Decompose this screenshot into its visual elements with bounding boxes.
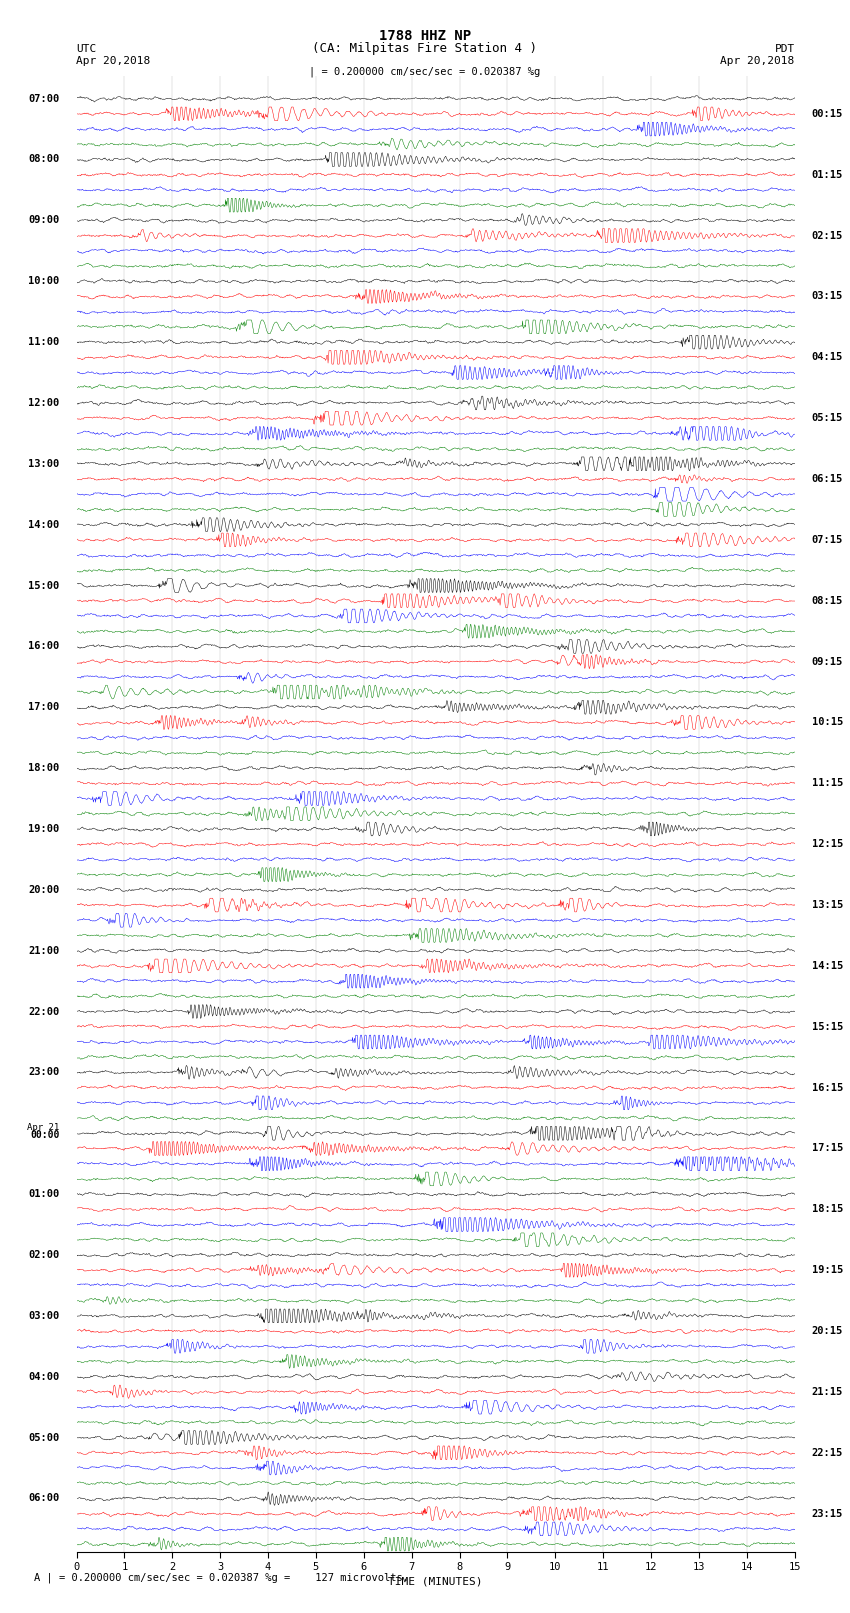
Text: 04:15: 04:15 bbox=[812, 352, 842, 363]
Text: 14:15: 14:15 bbox=[812, 961, 842, 971]
Text: 1788 HHZ NP: 1788 HHZ NP bbox=[379, 29, 471, 44]
Text: 05:00: 05:00 bbox=[29, 1432, 60, 1442]
Text: 16:00: 16:00 bbox=[29, 642, 60, 652]
Text: 22:15: 22:15 bbox=[812, 1448, 842, 1458]
Text: 18:15: 18:15 bbox=[812, 1205, 842, 1215]
Text: 23:00: 23:00 bbox=[29, 1068, 60, 1077]
Text: 04:00: 04:00 bbox=[29, 1371, 60, 1382]
Text: 13:15: 13:15 bbox=[812, 900, 842, 910]
Text: 00:00: 00:00 bbox=[31, 1129, 60, 1140]
Text: 19:00: 19:00 bbox=[29, 824, 60, 834]
Text: 03:15: 03:15 bbox=[812, 292, 842, 302]
Text: (CA: Milpitas Fire Station 4 ): (CA: Milpitas Fire Station 4 ) bbox=[313, 42, 537, 55]
Text: 17:00: 17:00 bbox=[29, 702, 60, 713]
Text: 21:00: 21:00 bbox=[29, 945, 60, 955]
Text: 20:00: 20:00 bbox=[29, 886, 60, 895]
Text: 03:00: 03:00 bbox=[29, 1311, 60, 1321]
Text: 08:00: 08:00 bbox=[29, 155, 60, 165]
Text: 01:00: 01:00 bbox=[29, 1189, 60, 1198]
Text: 09:00: 09:00 bbox=[29, 216, 60, 226]
Text: 10:00: 10:00 bbox=[29, 276, 60, 286]
Text: 00:15: 00:15 bbox=[812, 108, 842, 119]
Text: Apr 21: Apr 21 bbox=[27, 1124, 60, 1132]
X-axis label: TIME (MINUTES): TIME (MINUTES) bbox=[388, 1576, 483, 1586]
Text: 16:15: 16:15 bbox=[812, 1082, 842, 1092]
Text: 17:15: 17:15 bbox=[812, 1144, 842, 1153]
Text: 01:15: 01:15 bbox=[812, 169, 842, 179]
Text: PDT: PDT bbox=[774, 44, 795, 53]
Text: 12:00: 12:00 bbox=[29, 398, 60, 408]
Text: 02:15: 02:15 bbox=[812, 231, 842, 240]
Text: 14:00: 14:00 bbox=[29, 519, 60, 529]
Text: 02:00: 02:00 bbox=[29, 1250, 60, 1260]
Text: 11:15: 11:15 bbox=[812, 779, 842, 789]
Text: 11:00: 11:00 bbox=[29, 337, 60, 347]
Text: 06:15: 06:15 bbox=[812, 474, 842, 484]
Text: 13:00: 13:00 bbox=[29, 458, 60, 469]
Text: 06:00: 06:00 bbox=[29, 1494, 60, 1503]
Text: UTC: UTC bbox=[76, 44, 97, 53]
Text: 05:15: 05:15 bbox=[812, 413, 842, 423]
Text: 23:15: 23:15 bbox=[812, 1508, 842, 1519]
Text: 12:15: 12:15 bbox=[812, 839, 842, 848]
Text: Apr 20,2018: Apr 20,2018 bbox=[721, 56, 795, 66]
Text: 19:15: 19:15 bbox=[812, 1265, 842, 1276]
Text: 22:00: 22:00 bbox=[29, 1007, 60, 1016]
Text: 09:15: 09:15 bbox=[812, 656, 842, 666]
Text: 15:15: 15:15 bbox=[812, 1021, 842, 1032]
Text: 15:00: 15:00 bbox=[29, 581, 60, 590]
Text: 08:15: 08:15 bbox=[812, 595, 842, 606]
Text: 21:15: 21:15 bbox=[812, 1387, 842, 1397]
Text: 10:15: 10:15 bbox=[812, 718, 842, 727]
Text: Apr 20,2018: Apr 20,2018 bbox=[76, 56, 150, 66]
Text: 07:00: 07:00 bbox=[29, 94, 60, 103]
Text: 20:15: 20:15 bbox=[812, 1326, 842, 1336]
Text: | = 0.200000 cm/sec/sec = 0.020387 %g: | = 0.200000 cm/sec/sec = 0.020387 %g bbox=[309, 66, 541, 77]
Text: A | = 0.200000 cm/sec/sec = 0.020387 %g =    127 microvolts.: A | = 0.200000 cm/sec/sec = 0.020387 %g … bbox=[34, 1573, 409, 1582]
Text: 18:00: 18:00 bbox=[29, 763, 60, 773]
Text: 07:15: 07:15 bbox=[812, 536, 842, 545]
